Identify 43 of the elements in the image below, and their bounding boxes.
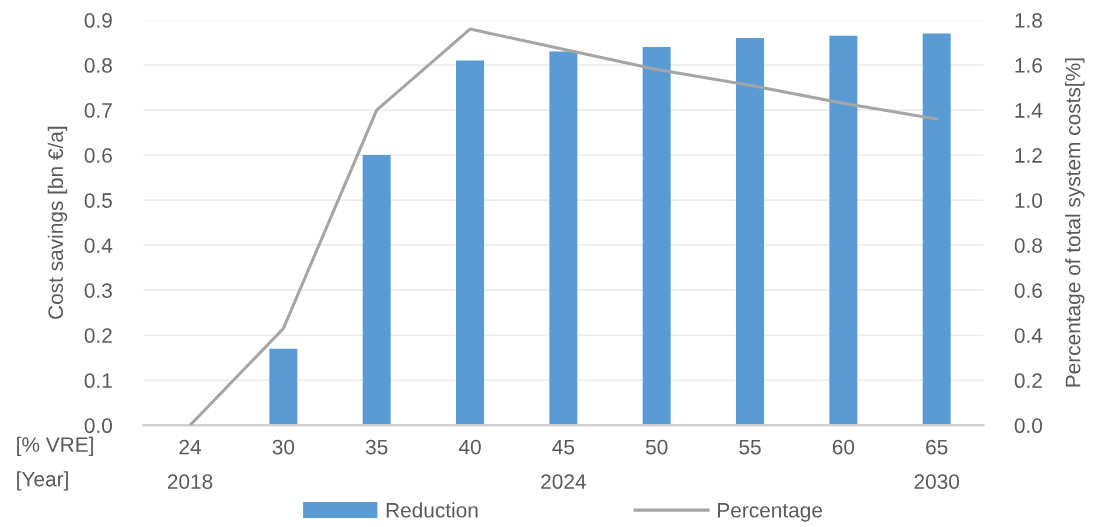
legend-label: Percentage (718, 503, 822, 522)
bar (642, 47, 671, 426)
y-tick-label: 0.0 (84, 418, 112, 434)
bar (269, 348, 298, 426)
y2-tick-label: 0.6 (1014, 283, 1042, 298)
bar (549, 51, 578, 426)
bar (362, 155, 391, 426)
y2-tick-label: 0.4 (1014, 328, 1043, 343)
y2-tick-label: 0.8 (1014, 238, 1042, 253)
y-tick-label: 0.9 (84, 13, 112, 28)
y-tick-label: 0.8 (84, 58, 112, 73)
y-tick-label: 0.6 (84, 148, 112, 163)
y-tick-label: 0.2 (84, 328, 112, 343)
x-tick-label: 50 (645, 439, 668, 455)
y-tick-label: 0.1 (84, 373, 112, 389)
y-tick-label: 0.7 (84, 103, 112, 118)
bar (922, 33, 951, 426)
x-axis-title: [% VRE] [Year] (17, 436, 93, 491)
legend-label: Reduction (386, 502, 478, 518)
x-tick-label: 35 (365, 439, 388, 455)
x-tick-label: 30 (272, 439, 295, 455)
x-tick-label: 40 (458, 439, 481, 455)
y2-tick-label: 1.6 (1015, 58, 1042, 73)
y2-tick-label: 1.8 (1015, 13, 1042, 28)
y2-tick-label: 0.2 (1014, 373, 1042, 389)
x-tick-label: 55 (739, 439, 761, 455)
bar (829, 35, 858, 426)
x-tick-label: 24 2018 (167, 439, 213, 489)
y2-tick-label: 1.4 (1015, 103, 1043, 118)
y-tick-label: 0.4 (84, 238, 113, 253)
bar (456, 60, 485, 426)
line-series (188, 27, 939, 426)
bar (736, 38, 765, 426)
y2-tick-label: 1.2 (1015, 148, 1042, 163)
x-tick-label: 45 2024 (541, 439, 586, 489)
y2-tick-label: 0.0 (1014, 418, 1043, 434)
y-axis-title: Cost savings [bn €/a] (47, 126, 68, 319)
y2-axis-title: Percentage of total system costs[%] (1065, 58, 1085, 387)
x-tick-label: 60 (832, 439, 855, 455)
x-tick-label: 65 2030 (914, 439, 960, 489)
y-tick-label: 0.5 (84, 193, 112, 208)
y2-tick-label: 1.0 (1015, 193, 1043, 208)
y-tick-label: 0.3 (84, 283, 112, 298)
